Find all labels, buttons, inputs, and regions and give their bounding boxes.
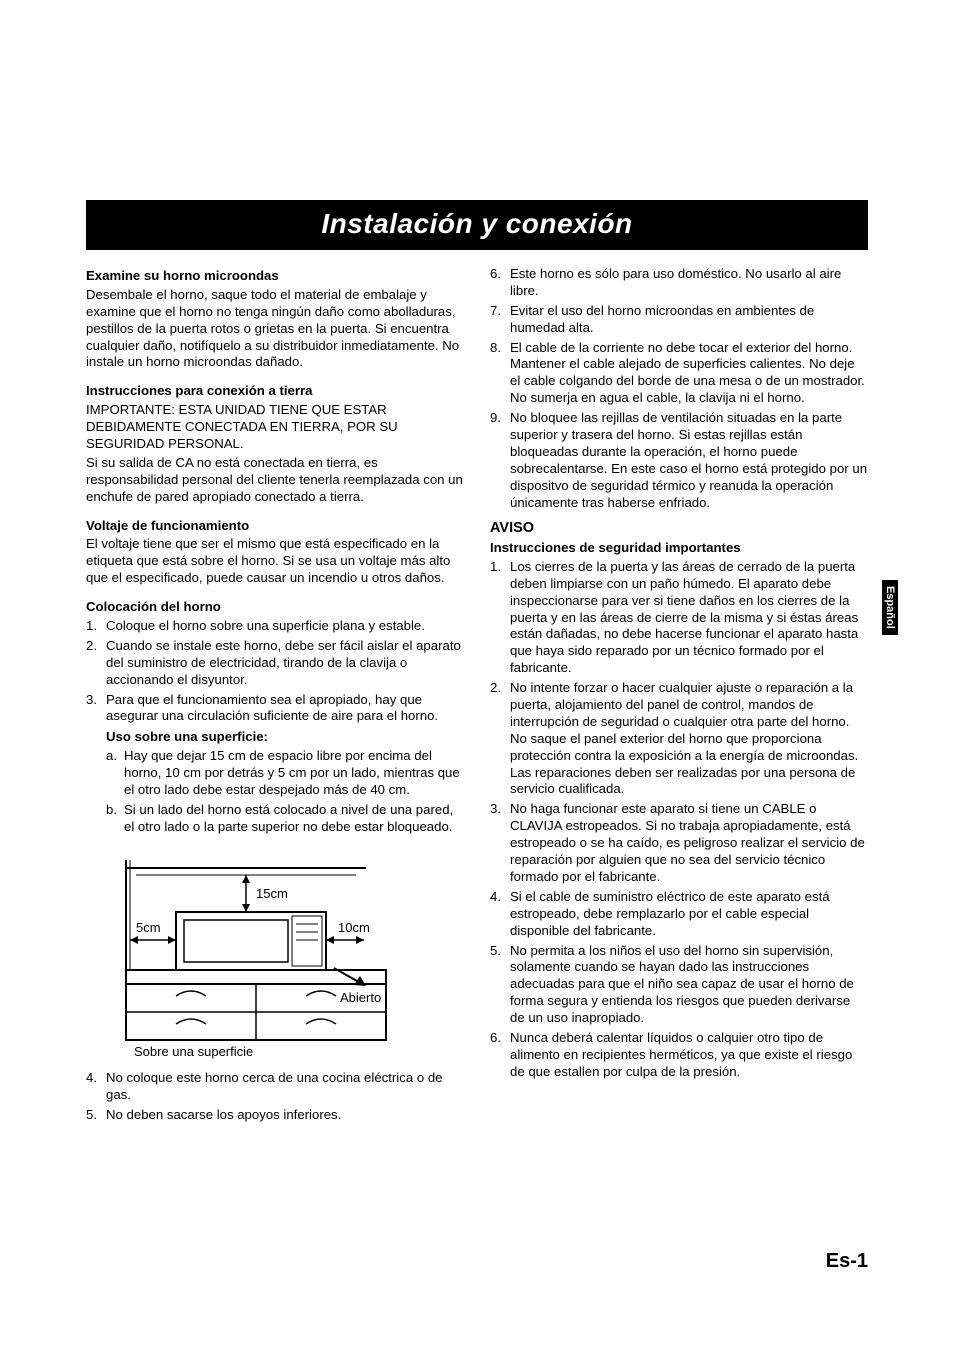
page: Instalación y conexión Examine su horno … [0, 0, 954, 1351]
right-column: 6.Este horno es sólo para uso doméstico.… [490, 264, 868, 1127]
body-text: Si su salida de CA no está conectada en … [86, 455, 464, 506]
numbered-list: 1.Coloque el horno sobre una superficie … [86, 618, 464, 725]
language-tab: Español [882, 580, 898, 635]
section-heading: Voltaje de funcionamiento [86, 518, 464, 535]
lettered-list: a.Hay que dejar 15 cm de espacio libre p… [86, 748, 464, 835]
svg-text:10cm: 10cm [338, 920, 370, 935]
list-item: 6.Este horno es sólo para uso doméstico.… [490, 266, 868, 300]
section-heading: Instrucciones para conexión a tierra [86, 383, 464, 400]
page-title-banner: Instalación y conexión [86, 200, 868, 250]
list-item: 2.Cuando se instale este horno, debe ser… [86, 638, 464, 689]
list-item: 4.No coloque este horno cerca de una coc… [86, 1070, 464, 1104]
page-number: Es-1 [826, 1250, 868, 1273]
aviso-list: 1.Los cierres de la puerta y las áreas d… [490, 559, 868, 1081]
section-heading: Colocación del horno [86, 599, 464, 616]
body-text: IMPORTANTE: ESTA UNIDAD TIENE QUE ESTAR … [86, 402, 464, 453]
list-item: 6.Nunca deberá calentar líquidos o calqu… [490, 1030, 868, 1081]
list-item: b.Si un lado del horno está colocado a n… [106, 802, 464, 836]
svg-text:5cm: 5cm [136, 920, 161, 935]
list-item: 4.Si el cable de suministro eléctrico de… [490, 889, 868, 940]
aviso-subheading: Instrucciones de seguridad importantes [490, 540, 868, 557]
list-item: 5.No permita a los niños el uso del horn… [490, 943, 868, 1027]
svg-text:Sobre una superficie: Sobre una superficie [134, 1044, 253, 1059]
aviso-heading: AVISO [490, 519, 868, 538]
numbered-list-continued: 4.No coloque este horno cerca de una coc… [86, 1070, 464, 1124]
sub-heading: Uso sobre una superficie: [106, 729, 464, 746]
section-heading: Examine su horno microondas [86, 268, 464, 285]
list-item: 7.Evitar el uso del horno microondas en … [490, 303, 868, 337]
svg-text:15cm: 15cm [256, 886, 288, 901]
page-title: Instalación y conexión [321, 208, 632, 239]
list-item: 1.Coloque el horno sobre una superficie … [86, 618, 464, 635]
left-column: Examine su horno microondas Desembale el… [86, 264, 464, 1127]
body-text: Desembale el horno, saque todo el materi… [86, 287, 464, 371]
list-item: 3.No haga funcionar este aparato si tien… [490, 801, 868, 885]
numbered-list-continued: 6.Este horno es sólo para uso doméstico.… [490, 266, 868, 511]
two-column-layout: Examine su horno microondas Desembale el… [86, 264, 868, 1127]
body-text: El voltaje tiene que ser el mismo que es… [86, 536, 464, 587]
list-item: a.Hay que dejar 15 cm de espacio libre p… [106, 748, 464, 799]
list-item: 3.Para que el funcionamiento sea el apro… [86, 692, 464, 726]
list-item: 2.No intente forzar o hacer cualquier aj… [490, 680, 868, 798]
clearance-diagram: 15cm 5cm 10cm Abierto Sobre [106, 850, 464, 1060]
svg-text:Abierto: Abierto [340, 990, 381, 1005]
list-item: 8.El cable de la corriente no debe tocar… [490, 340, 868, 408]
list-item: 1.Los cierres de la puerta y las áreas d… [490, 559, 868, 677]
list-item: 9.No bloquee las rejillas de ventilación… [490, 410, 868, 511]
list-item: 5.No deben sacarse los apoyos inferiores… [86, 1107, 464, 1124]
